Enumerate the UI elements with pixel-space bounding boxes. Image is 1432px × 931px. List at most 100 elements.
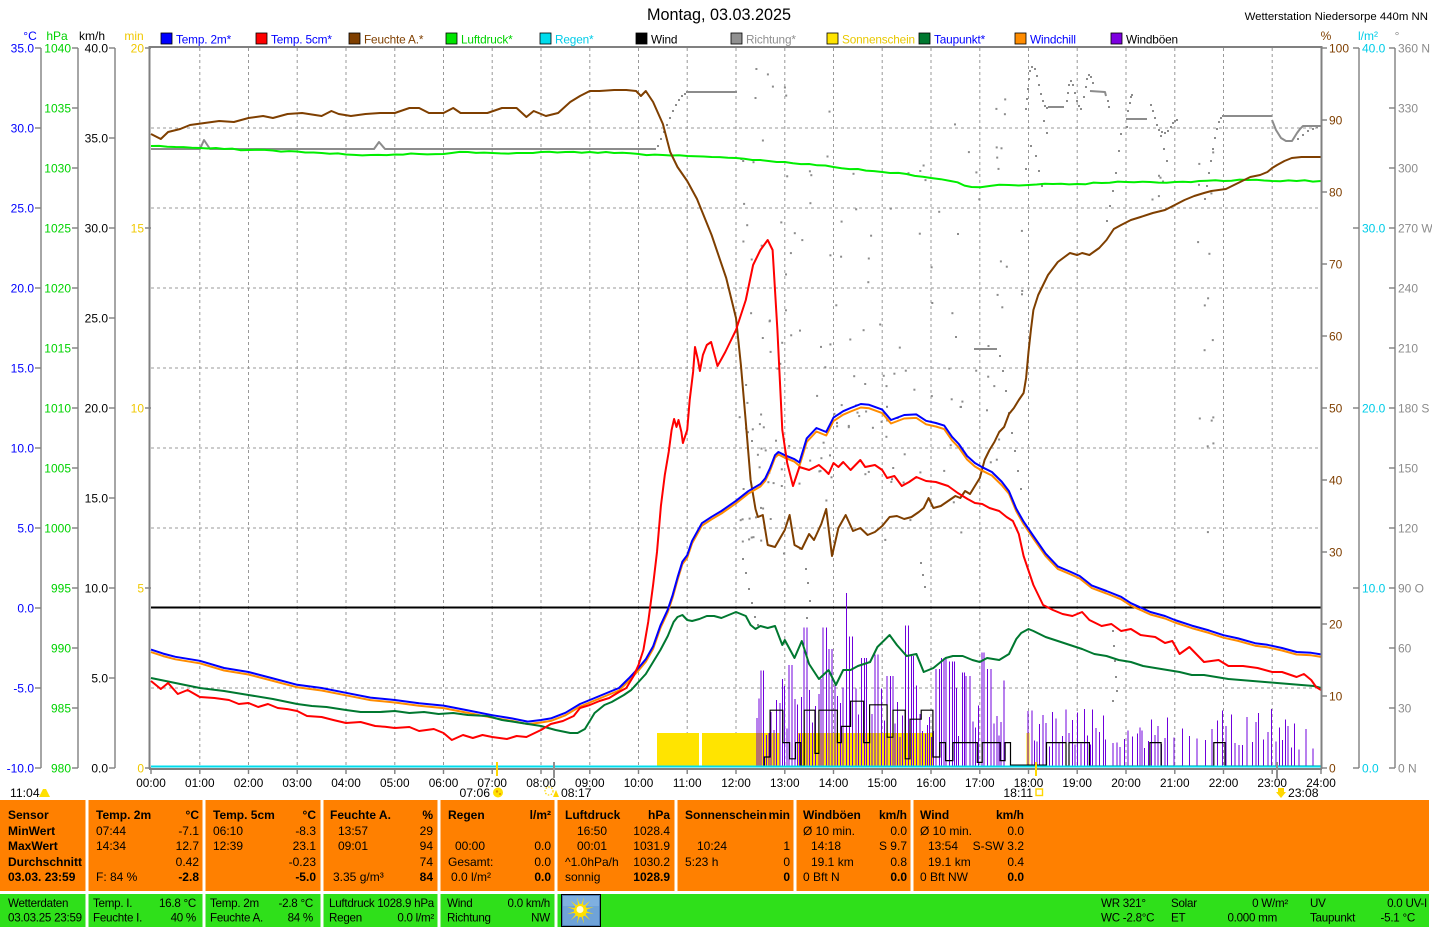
svg-text:5:23 h: 5:23 h [685, 855, 718, 869]
svg-text:1020: 1020 [44, 282, 71, 296]
svg-text:30.0: 30.0 [85, 222, 109, 236]
svg-text:5: 5 [137, 582, 144, 596]
svg-text:1028.9 hPa: 1028.9 hPa [377, 897, 435, 910]
svg-text:1040: 1040 [44, 42, 71, 56]
svg-text:23:08: 23:08 [1288, 786, 1319, 800]
svg-text:15:00: 15:00 [867, 776, 897, 790]
svg-text:990: 990 [51, 642, 71, 656]
svg-text:23.1: 23.1 [293, 839, 317, 853]
svg-text:07:06: 07:06 [460, 786, 491, 800]
svg-text:30.0: 30.0 [11, 122, 35, 136]
svg-text:0.0: 0.0 [1007, 870, 1024, 884]
svg-text:1031.9: 1031.9 [633, 839, 670, 853]
svg-text:16:50: 16:50 [577, 824, 607, 838]
svg-text:270 W: 270 W [1398, 222, 1432, 236]
svg-text:07:00: 07:00 [477, 776, 507, 790]
svg-text:20.0: 20.0 [85, 402, 109, 416]
svg-text:^1.0hPa/h: ^1.0hPa/h [565, 855, 619, 869]
svg-text:Wind: Wind [447, 897, 472, 910]
svg-text:120: 120 [1398, 522, 1418, 536]
svg-text:20.0: 20.0 [1362, 402, 1386, 416]
svg-text:F: 84 %: F: 84 % [96, 870, 138, 884]
svg-text:180 S: 180 S [1398, 402, 1429, 416]
svg-text:-5.1 °C: -5.1 °C [1381, 912, 1415, 925]
svg-text:0: 0 [137, 762, 144, 776]
svg-text:-5.0: -5.0 [295, 870, 316, 884]
svg-text:Taupunkt: Taupunkt [1310, 912, 1356, 925]
svg-text:240: 240 [1398, 282, 1418, 296]
svg-text:13:57: 13:57 [338, 824, 368, 838]
svg-text:14:34: 14:34 [96, 839, 126, 853]
svg-text:60: 60 [1398, 642, 1412, 656]
svg-text:°: ° [1395, 29, 1400, 43]
svg-text:60: 60 [1329, 330, 1343, 344]
svg-text:5.0: 5.0 [17, 522, 34, 536]
svg-text:Windchill: Windchill [1030, 33, 1076, 47]
svg-text:01:00: 01:00 [185, 776, 215, 790]
svg-text:1015: 1015 [44, 342, 71, 356]
svg-text:0: 0 [783, 855, 790, 869]
svg-text:1028.9: 1028.9 [633, 870, 670, 884]
svg-text:km/h: km/h [996, 808, 1024, 822]
svg-text:Temp. 5cm*: Temp. 5cm* [271, 33, 332, 47]
svg-text:11:04: 11:04 [10, 786, 40, 800]
svg-text:980: 980 [51, 762, 71, 776]
svg-text:0.0: 0.0 [1362, 762, 1379, 776]
svg-text:09:01: 09:01 [338, 839, 368, 853]
svg-text:08:17: 08:17 [561, 786, 592, 800]
svg-text:74: 74 [420, 855, 434, 869]
svg-text:Feuchte A.: Feuchte A. [330, 808, 391, 822]
svg-text:210: 210 [1398, 342, 1418, 356]
svg-text:09:00: 09:00 [575, 776, 605, 790]
svg-text:12.7: 12.7 [176, 839, 200, 853]
svg-text:0.0: 0.0 [17, 602, 34, 616]
svg-text:-10.0: -10.0 [7, 762, 35, 776]
svg-text:24:00: 24:00 [1306, 776, 1336, 790]
svg-text:sonnig: sonnig [565, 870, 600, 884]
svg-text:00:01: 00:01 [577, 839, 607, 853]
svg-text:19.1 km: 19.1 km [928, 855, 971, 869]
svg-text:20: 20 [1329, 618, 1343, 632]
svg-text:S 9.7: S 9.7 [879, 839, 907, 853]
svg-text:°C: °C [303, 808, 317, 822]
svg-text:Sonnenschein: Sonnenschein [842, 33, 915, 47]
svg-text:Regen*: Regen* [555, 33, 594, 47]
svg-text:0.8: 0.8 [890, 855, 907, 869]
svg-text:18:00: 18:00 [1014, 776, 1044, 790]
svg-text:30: 30 [1329, 546, 1343, 560]
svg-text:Ø 10 min.: Ø 10 min. [803, 824, 855, 838]
svg-text:15.0: 15.0 [85, 492, 109, 506]
svg-text:12:39: 12:39 [213, 839, 243, 853]
svg-text:Temp. 2m: Temp. 2m [96, 808, 151, 822]
svg-text:70: 70 [1329, 258, 1343, 272]
svg-text:Temp. 5cm: Temp. 5cm [213, 808, 275, 822]
svg-text:0.0 l/m²: 0.0 l/m² [451, 870, 491, 884]
svg-text:-2.8 °C: -2.8 °C [279, 897, 313, 910]
svg-text:100: 100 [1329, 42, 1349, 56]
svg-text:16.8 °C: 16.8 °C [159, 897, 196, 910]
svg-text:02:00: 02:00 [234, 776, 264, 790]
svg-text:Richtung: Richtung [447, 912, 491, 925]
svg-text:10.0: 10.0 [11, 442, 35, 456]
svg-text:Taupunkt*: Taupunkt* [934, 33, 986, 47]
svg-text:%: % [422, 808, 433, 822]
svg-text:Temp. 2m: Temp. 2m [210, 897, 259, 910]
svg-text:WC -2.8°C: WC -2.8°C [1101, 912, 1154, 925]
svg-text:Regen: Regen [448, 808, 485, 822]
svg-text:hPa: hPa [46, 29, 68, 43]
svg-text:ET: ET [1171, 912, 1185, 925]
svg-text:°C: °C [23, 29, 37, 43]
svg-text:20: 20 [131, 42, 145, 56]
svg-text:84 %: 84 % [288, 912, 313, 925]
svg-text:50: 50 [1329, 402, 1343, 416]
svg-text:0.42: 0.42 [176, 855, 200, 869]
svg-text:40.0: 40.0 [1362, 42, 1386, 56]
svg-text:1010: 1010 [44, 402, 71, 416]
svg-text:0.4: 0.4 [1007, 855, 1024, 869]
svg-text:MaxWert: MaxWert [8, 839, 58, 853]
svg-text:10: 10 [1329, 690, 1343, 704]
svg-text:l/m²: l/m² [1358, 29, 1378, 43]
svg-text:UV: UV [1310, 897, 1326, 910]
svg-text:1030.2: 1030.2 [633, 855, 670, 869]
svg-text:NW: NW [531, 912, 550, 925]
